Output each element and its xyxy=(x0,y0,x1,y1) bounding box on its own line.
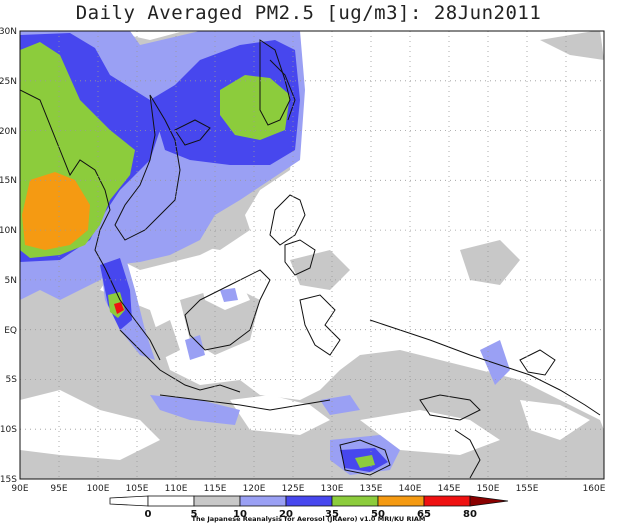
band-65-80 xyxy=(114,302,124,314)
lon-label: 95E xyxy=(50,484,67,494)
lat-label: 5S xyxy=(6,375,18,385)
colorbar-label: 0 xyxy=(145,509,152,520)
colorbar-cell xyxy=(109,495,149,507)
colorbar-cell xyxy=(193,495,241,507)
colorbar-cell xyxy=(147,495,195,507)
colorbar-label: 65 xyxy=(417,509,431,520)
lat-label: 30N xyxy=(0,27,17,37)
lon-label: 135E xyxy=(360,484,383,494)
map-title: Daily Averaged PM2.5 [ug/m3]: 28Jun2011 xyxy=(75,2,542,24)
lon-label: 160E xyxy=(583,484,606,494)
lat-labels: 30N 25N 20N 15N 10N 5N EQ 5S 10S 15S xyxy=(0,27,17,485)
colorbar-cell xyxy=(239,495,287,507)
lon-label: 105E xyxy=(126,484,149,494)
colorbar-label: 5 xyxy=(191,509,198,520)
lon-label: 110E xyxy=(165,484,188,494)
lat-label: 10N xyxy=(0,226,17,236)
colorbar-label: 20 xyxy=(279,509,293,520)
lat-label: 20N xyxy=(0,127,17,137)
coastlines xyxy=(20,39,601,479)
colorbar-cell xyxy=(469,495,509,507)
lon-label: 140E xyxy=(399,484,422,494)
colorbar-label: 50 xyxy=(371,509,385,520)
lon-label: 130E xyxy=(321,484,344,494)
lon-label: 120E xyxy=(243,484,266,494)
colorbar-cell xyxy=(377,495,425,507)
colorbar: 0 5 10 20 35 50 65 80 xyxy=(109,495,509,520)
lon-label: 150E xyxy=(477,484,500,494)
colorbar-cell xyxy=(331,495,379,507)
lon-label: 155E xyxy=(516,484,539,494)
lat-label: 5N xyxy=(5,276,17,286)
lon-label: 115E xyxy=(204,484,227,494)
plot-frame xyxy=(19,30,605,480)
lat-label: 10S xyxy=(0,425,17,435)
pm25-field xyxy=(20,31,604,479)
lat-label: 15N xyxy=(0,176,17,186)
lon-label: 100E xyxy=(87,484,110,494)
lat-label: 25N xyxy=(0,77,17,87)
colorbar-cell xyxy=(423,495,471,507)
band-50-65 xyxy=(22,172,90,250)
lon-label: 125E xyxy=(282,484,305,494)
lon-label: 90E xyxy=(11,484,28,494)
colorbar-label: 80 xyxy=(463,509,477,520)
lat-label: EQ xyxy=(4,326,17,336)
colorbar-cell xyxy=(285,495,333,507)
colorbar-label: 35 xyxy=(325,509,339,520)
lat-label: 15S xyxy=(0,475,17,485)
colorbar-label: 10 xyxy=(233,509,247,520)
lon-labels: 90E 95E 100E 105E 110E 115E 120E 125E 13… xyxy=(11,484,605,494)
credit-text: The Japanese Reanalysis for Aerosol (JRA… xyxy=(191,515,426,523)
lon-label: 145E xyxy=(438,484,461,494)
